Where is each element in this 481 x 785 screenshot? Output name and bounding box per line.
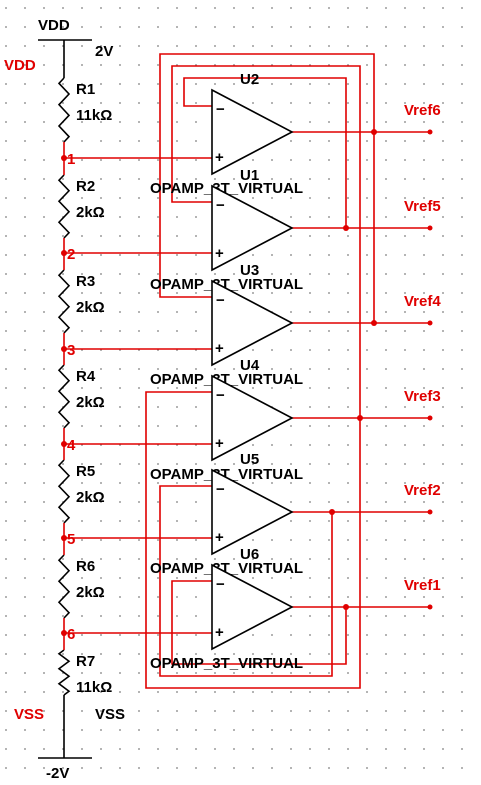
resistor-value: 2kΩ bbox=[76, 204, 105, 221]
plus-pin-sign: + bbox=[215, 529, 224, 546]
opamp-group: −+U2OPAMP_3T_VIRTUALVref6−+U1OPAMP_3T_VI… bbox=[150, 71, 441, 672]
feedback-wiring: 1 2 3 4 5 6 bbox=[61, 53, 433, 689]
output-net-label: Vref5 bbox=[404, 198, 441, 215]
vdd-voltage-label: 2V bbox=[95, 43, 113, 60]
resistor-ref: R7 bbox=[76, 653, 95, 670]
opamp-u2: − + U2 OPAMP_3T_VIRTUAL Vref6 bbox=[150, 71, 441, 197]
resistor-7 bbox=[57, 649, 71, 696]
output-net-label: Vref4 bbox=[404, 293, 441, 310]
output-terminal bbox=[427, 129, 433, 135]
minus-pin-sign: − bbox=[216, 292, 225, 309]
resistor-ref: R4 bbox=[76, 368, 96, 385]
opamp-triangle bbox=[211, 374, 294, 462]
resistor-value: 2kΩ bbox=[76, 299, 105, 316]
resistor-2 bbox=[57, 174, 71, 239]
junction-dot bbox=[61, 441, 67, 447]
junction-dot bbox=[61, 250, 67, 256]
opamp-model: OPAMP_3T_VIRTUAL bbox=[150, 276, 303, 293]
plus-pin-sign: + bbox=[215, 624, 224, 641]
output-terminal bbox=[427, 509, 433, 515]
output-net-label: Vref2 bbox=[404, 482, 441, 499]
opamp-triangle bbox=[211, 468, 294, 556]
feedback-u1 bbox=[171, 65, 361, 418]
output-net-label: Vref3 bbox=[404, 388, 441, 405]
opamp-ref: U2 bbox=[240, 71, 259, 88]
node-label: 5 bbox=[67, 531, 75, 548]
opamp-triangle bbox=[211, 563, 294, 651]
output-terminal bbox=[427, 415, 433, 421]
node-label: 4 bbox=[67, 437, 76, 454]
resistor-6 bbox=[57, 554, 71, 619]
node-label: 1 bbox=[67, 151, 75, 168]
feedback-u6 bbox=[171, 580, 347, 665]
junction-dot bbox=[61, 535, 67, 541]
opamp-ref: U6 bbox=[240, 546, 259, 563]
node-label: 6 bbox=[67, 626, 75, 643]
resistor-ref: R2 bbox=[76, 178, 95, 195]
junction-dot bbox=[61, 346, 67, 352]
resistor-5 bbox=[57, 459, 71, 524]
junction-dot bbox=[61, 155, 67, 161]
vss-voltage-label: -2V bbox=[46, 765, 69, 782]
minus-pin-sign: − bbox=[216, 481, 225, 498]
feedback-u3 bbox=[159, 53, 375, 323]
output-terminal bbox=[427, 225, 433, 231]
resistor-value: 11kΩ bbox=[76, 107, 112, 124]
opamp-triangle bbox=[211, 184, 294, 272]
minus-pin-sign: − bbox=[216, 101, 225, 118]
resistor-value: 2kΩ bbox=[76, 489, 105, 506]
vss-symbol-label: VSS bbox=[95, 706, 125, 723]
vss-net-label: VSS bbox=[14, 706, 44, 723]
resistor-4 bbox=[57, 364, 71, 429]
plus-pin-sign: + bbox=[215, 245, 224, 262]
resistor-ref: R5 bbox=[76, 463, 95, 480]
vdd-net-label: VDD bbox=[4, 57, 36, 74]
resistor-ladder: R1 11kΩ R2 2kΩ R3 2kΩ R4 2kΩ R5 2kΩ R6 2kΩ R7 11kΩ bbox=[57, 77, 112, 696]
supply-rail bbox=[38, 39, 92, 759]
resistor-ref: R6 bbox=[76, 558, 95, 575]
resistor-value: 11kΩ bbox=[76, 679, 112, 696]
opamp-triangle bbox=[211, 279, 294, 367]
opamp-model: OPAMP_3T_VIRTUAL bbox=[150, 655, 303, 672]
node-label: 2 bbox=[67, 246, 75, 263]
resistor-value: 2kΩ bbox=[76, 394, 105, 411]
resistor-ref: R3 bbox=[76, 273, 95, 290]
opamp-ref: U5 bbox=[240, 451, 259, 468]
output-net-label: Vref1 bbox=[404, 577, 441, 594]
opamp-model: OPAMP_3T_VIRTUAL bbox=[150, 180, 303, 197]
resistor-1 bbox=[57, 77, 71, 143]
vdd-symbol-label: VDD bbox=[38, 17, 70, 34]
resistor-value: 2kΩ bbox=[76, 584, 105, 601]
opamp-ref: U4 bbox=[240, 357, 260, 374]
output-net-label: Vref6 bbox=[404, 102, 441, 119]
plus-pin-sign: + bbox=[215, 340, 224, 357]
resistor-3 bbox=[57, 269, 71, 334]
minus-pin-sign: − bbox=[216, 576, 225, 593]
plus-pin-sign: + bbox=[215, 435, 224, 452]
feedback-u2 bbox=[183, 77, 347, 228]
output-terminal bbox=[427, 604, 433, 610]
minus-pin-sign: − bbox=[216, 197, 225, 214]
opamp-triangle bbox=[211, 88, 294, 176]
opamp-model: OPAMP_3T_VIRTUAL bbox=[150, 560, 303, 577]
opamp-ref: U1 bbox=[240, 167, 259, 184]
opamp-model: OPAMP_3T_VIRTUAL bbox=[150, 466, 303, 483]
plus-pin-sign: + bbox=[215, 149, 224, 166]
feedback-u5 bbox=[159, 485, 333, 677]
feedback-u4 bbox=[145, 391, 361, 689]
minus-pin-sign: − bbox=[216, 387, 225, 404]
opamp-model: OPAMP_3T_VIRTUAL bbox=[150, 371, 303, 388]
output-terminal bbox=[427, 320, 433, 326]
junction-dot bbox=[61, 630, 67, 636]
opamp-ref: U3 bbox=[240, 262, 259, 279]
resistor-ref: R1 bbox=[76, 81, 95, 98]
node-label: 3 bbox=[67, 342, 75, 359]
